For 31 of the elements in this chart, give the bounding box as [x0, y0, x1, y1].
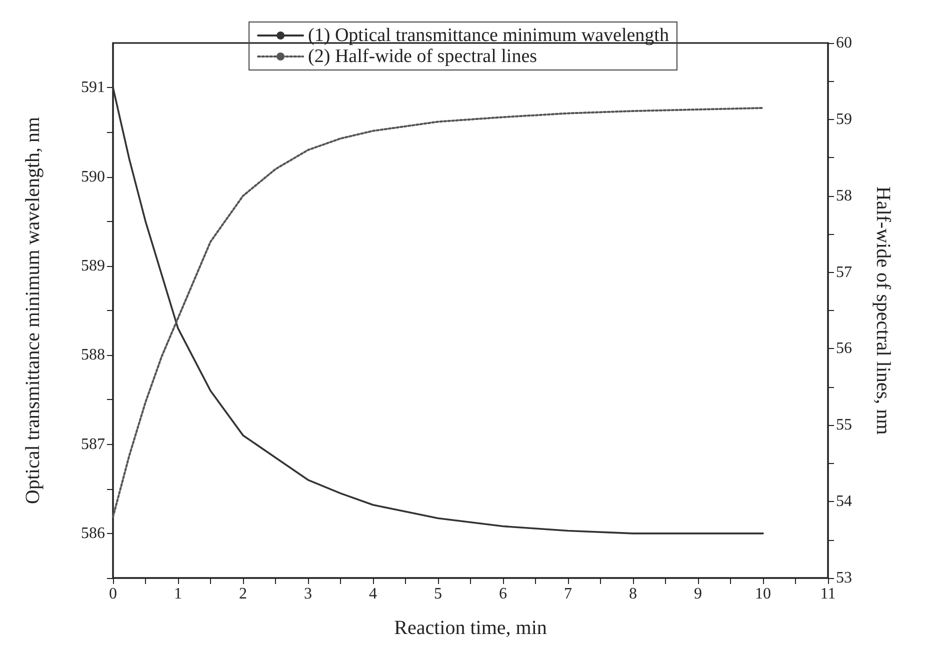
x-tick-label: 4	[369, 586, 377, 602]
x-tick-label: 9	[694, 586, 702, 602]
y-tick-label: 590	[81, 168, 105, 186]
x-tick-label: 5	[434, 586, 442, 602]
x-tick-label: 11	[820, 586, 836, 602]
y-tick-label: 589	[81, 257, 105, 274]
x-axis-title: Reaction time, min	[394, 617, 547, 639]
y2-tick-label: 58	[836, 187, 852, 204]
y-tick-label: 587	[81, 436, 105, 453]
y-tick-label: 588	[81, 346, 105, 364]
y2-tick-label: 56	[836, 340, 852, 358]
y2-tick-label: 59	[836, 110, 852, 128]
legend-label: (2) Half-wide of spectral lines	[308, 46, 538, 67]
y-axis-title: Optical transmittance minimum wavelength, nm	[22, 116, 44, 504]
x-tick-label: 0	[109, 586, 117, 602]
y-tick-label: 591	[81, 79, 105, 96]
x-tick-label: 3	[304, 586, 312, 602]
x-tick-label: 6	[499, 586, 507, 602]
y-tick-label: 586	[81, 524, 105, 542]
y2-axis-title: Half-wide of spectral lines, nm	[872, 186, 894, 436]
x-tick-label: 8	[629, 586, 637, 602]
y2-tick-label: 57	[836, 264, 852, 281]
y2-tick-label: 54	[836, 493, 852, 510]
x-tick-label: 7	[564, 586, 572, 602]
x-tick-label: 1	[174, 586, 182, 602]
y2-tick-label: 55	[836, 416, 852, 434]
x-tick-label: 2	[239, 586, 247, 602]
legend-label: (1) Optical transmittance minimum wavelength	[308, 25, 670, 46]
y2-tick-label: 53	[836, 570, 852, 586]
x-tick-label: 10	[755, 586, 771, 602]
y2-tick-label: 60	[836, 34, 852, 52]
